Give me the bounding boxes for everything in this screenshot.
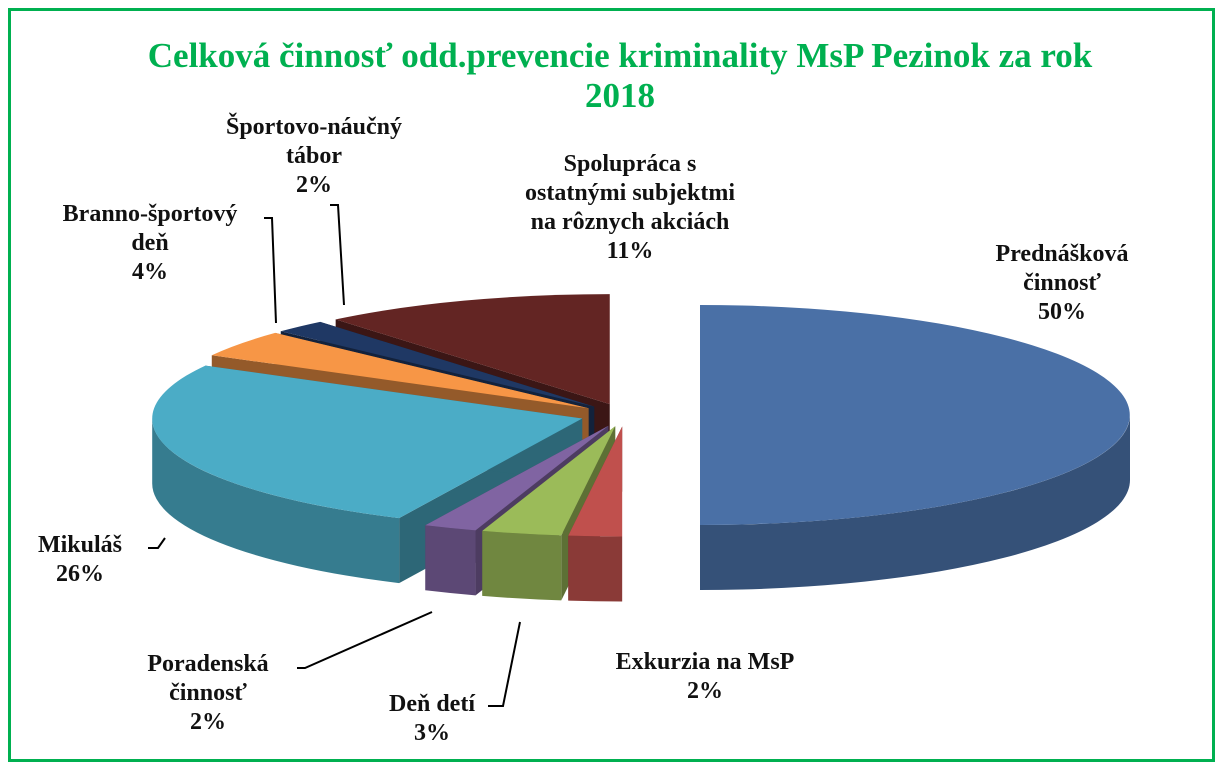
slice-name: Športovo-náučný tábor xyxy=(225,114,403,169)
slice-wall xyxy=(152,418,400,584)
slice-value: 2% xyxy=(190,709,226,735)
slice-top xyxy=(335,294,610,405)
slice-wall xyxy=(482,530,562,601)
slice-label: Mikuláš 26% xyxy=(10,531,150,589)
slice-name: Poradenská činnosť xyxy=(147,651,269,706)
slice-label: Deň detí 3% xyxy=(372,690,492,748)
slice-value: 26% xyxy=(56,561,104,587)
slice-top xyxy=(211,332,589,409)
leader-line xyxy=(297,611,433,669)
slice-value: 2% xyxy=(687,678,723,704)
slice-value: 50% xyxy=(1038,299,1086,325)
slice-label: Spolupráca s ostatnými subjektmi na rôzn… xyxy=(525,150,735,266)
slice-top xyxy=(152,365,583,519)
slice-name: Branno-športový deň xyxy=(62,201,238,256)
slice-top xyxy=(568,426,623,537)
slice-name: Spolupráca s ostatnými subjektmi na rôzn… xyxy=(525,151,736,235)
slice-wall xyxy=(568,535,623,602)
slice-top xyxy=(482,426,616,536)
slice-name: Mikuláš xyxy=(37,532,123,558)
slice-name: Exkurzia na MsP xyxy=(615,649,795,675)
slice-wall xyxy=(700,415,1130,590)
chart-frame xyxy=(8,8,1215,762)
slice-label: Exkurzia na MsP 2% xyxy=(545,648,865,706)
leader-line xyxy=(330,204,345,306)
slice-top xyxy=(425,425,609,531)
slice-value: 3% xyxy=(414,720,450,746)
leader-line xyxy=(488,621,521,707)
slice-top xyxy=(280,321,595,407)
slice-label: Prednášková činnosť 50% xyxy=(972,240,1152,327)
slice-wall xyxy=(425,525,476,596)
slice-value: 4% xyxy=(132,259,168,285)
leader-line xyxy=(264,217,277,324)
pie-slice xyxy=(700,305,1130,590)
slice-label: Poradenská činnosť 2% xyxy=(128,650,288,737)
slice-name: Deň detí xyxy=(389,691,475,717)
slice-value: 2% xyxy=(296,172,332,198)
slice-label: Športovo-náučný tábor 2% xyxy=(212,113,417,200)
chart-title: Celková činnosť odd.prevencie kriminalit… xyxy=(147,36,1093,115)
leader-line xyxy=(148,537,166,549)
slice-name: Prednášková činnosť xyxy=(995,241,1129,296)
pie-slice xyxy=(568,426,623,602)
slice-value: 11% xyxy=(606,238,654,264)
slice-top xyxy=(700,305,1130,525)
slice-label: Branno-športový deň 4% xyxy=(50,200,250,287)
